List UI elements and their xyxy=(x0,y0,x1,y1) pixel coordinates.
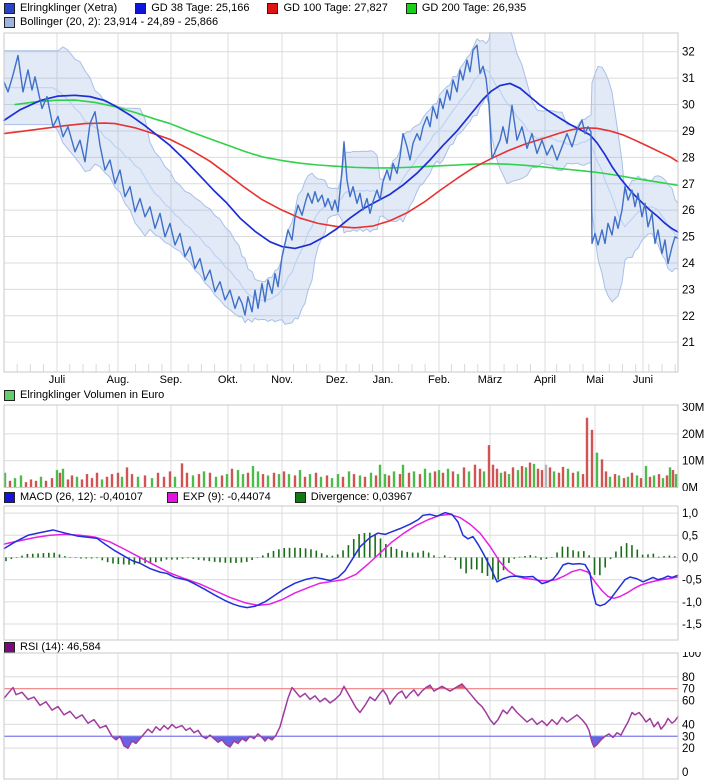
volume-legend: Elringklinger Volumen in Euro xyxy=(4,389,164,401)
legend-item-bollinger: Bollinger (20, 2): 23,914 - 24,89 - 25,8… xyxy=(4,16,218,28)
svg-text:27: 27 xyxy=(682,179,695,191)
svg-text:29: 29 xyxy=(682,126,695,138)
legend-label: RSI (14): 46,584 xyxy=(20,641,101,653)
price-chart-panel: 32 31 30 29 28 27 26 25 24 23 22 21 Juli Aug. Sep. Okt.… xyxy=(3,32,695,386)
svg-text:0: 0 xyxy=(682,767,688,779)
svg-text:0,5: 0,5 xyxy=(682,530,698,542)
svg-text:30M: 30M xyxy=(682,403,704,414)
svg-text:60: 60 xyxy=(682,696,695,708)
svg-text:24: 24 xyxy=(682,258,695,270)
svg-text:20: 20 xyxy=(682,743,695,755)
svg-text:Feb.: Feb. xyxy=(428,374,450,386)
svg-text:Nov.: Nov. xyxy=(271,374,293,386)
svg-text:40: 40 xyxy=(682,719,695,731)
legend-item-volume: Elringklinger Volumen in Euro xyxy=(4,389,164,401)
svg-text:Juni: Juni xyxy=(633,374,653,386)
macd-swatch-icon xyxy=(4,491,15,503)
svg-text:Jan.: Jan. xyxy=(373,374,394,386)
svg-text:April: April xyxy=(534,374,556,386)
svg-text:28: 28 xyxy=(682,152,695,164)
svg-text:32: 32 xyxy=(682,47,695,59)
svg-text:30: 30 xyxy=(682,731,695,743)
exp-swatch-icon xyxy=(166,491,178,503)
gd100-swatch-icon xyxy=(267,2,279,14)
svg-text:-0,5: -0,5 xyxy=(682,575,702,587)
svg-text:26: 26 xyxy=(682,205,695,217)
svg-text:Okt.: Okt. xyxy=(218,374,238,386)
svg-text:30: 30 xyxy=(682,100,695,112)
legend-label: Bollinger (20, 2): 23,914 - 24,89 - 25,8… xyxy=(20,16,219,28)
svg-text:Juli: Juli xyxy=(49,374,66,386)
legend-item-macd: MACD (26, 12): -0,40107 xyxy=(4,491,143,503)
legend-label: Divergence: 0,03967 xyxy=(310,491,413,503)
svg-text:10M: 10M xyxy=(682,456,704,468)
legend-item-gd200: GD 200 Tage: 26,935 xyxy=(405,2,527,14)
svg-text:0,0: 0,0 xyxy=(682,552,698,564)
svg-text:1,0: 1,0 xyxy=(682,508,698,520)
volume-chart-panel: 30M 20M 10M 0M xyxy=(3,403,704,492)
svg-text:23: 23 xyxy=(682,284,695,296)
divergence-swatch-icon xyxy=(294,491,306,503)
price-legend-row2: Bollinger (20, 2): 23,914 - 24,89 - 25,8… xyxy=(4,16,218,28)
macd-legend: MACD (26, 12): -0,40107 EXP (9): -0,4407… xyxy=(4,491,412,503)
legend-item-exp: EXP (9): -0,44074 xyxy=(166,491,271,503)
gd38-swatch-icon xyxy=(135,2,147,14)
instrument-swatch-icon xyxy=(4,2,15,14)
svg-text:-1,5: -1,5 xyxy=(682,619,702,631)
legend-label: GD 38 Tage: 25,166 xyxy=(151,2,250,14)
legend-item-gd38: GD 38 Tage: 25,166 xyxy=(135,2,249,14)
svg-text:Sep.: Sep. xyxy=(160,374,183,386)
svg-text:80: 80 xyxy=(682,672,695,684)
legend-label: Elringklinger Volumen in Euro xyxy=(20,389,165,401)
rsi-swatch-icon xyxy=(4,641,15,653)
macd-chart-panel: 1,0 0,5 0,0 -0,5 -1,0 -1,5 xyxy=(3,505,702,641)
legend-label: EXP (9): -0,44074 xyxy=(182,491,271,503)
svg-text:100: 100 xyxy=(682,652,701,660)
svg-text:Mai: Mai xyxy=(586,374,604,386)
legend-label: GD 100 Tage: 27,827 xyxy=(283,2,388,14)
rsi-legend: RSI (14): 46,584 xyxy=(4,641,101,653)
legend-item-gd100: GD 100 Tage: 27,827 xyxy=(267,2,388,14)
legend-label: MACD (26, 12): -0,40107 xyxy=(20,491,143,503)
legend-item-instrument: Elringklinger (Xetra) xyxy=(4,2,117,14)
svg-text:-1,0: -1,0 xyxy=(682,597,702,609)
svg-text:25: 25 xyxy=(682,232,695,244)
legend-item-divergence: Divergence: 0,03967 xyxy=(294,491,413,503)
svg-text:0M: 0M xyxy=(682,483,698,492)
bollinger-swatch-icon xyxy=(4,16,15,28)
svg-text:21: 21 xyxy=(682,337,695,349)
gd200-swatch-icon xyxy=(405,2,417,14)
svg-text:31: 31 xyxy=(682,73,695,85)
svg-text:Dez.: Dez. xyxy=(326,374,349,386)
svg-text:22: 22 xyxy=(682,311,695,323)
legend-label: Elringklinger (Xetra) xyxy=(20,2,118,14)
legend-item-rsi: RSI (14): 46,584 xyxy=(4,641,101,653)
svg-text:20M: 20M xyxy=(682,429,704,441)
svg-text:70: 70 xyxy=(682,684,695,696)
svg-text:März: März xyxy=(478,374,502,386)
legend-label: GD 200 Tage: 26,935 xyxy=(421,2,527,14)
svg-text:Aug.: Aug. xyxy=(107,374,130,386)
price-legend-row1: Elringklinger (Xetra) GD 38 Tage: 25,166… xyxy=(4,2,526,14)
volume-swatch-icon xyxy=(4,389,15,401)
